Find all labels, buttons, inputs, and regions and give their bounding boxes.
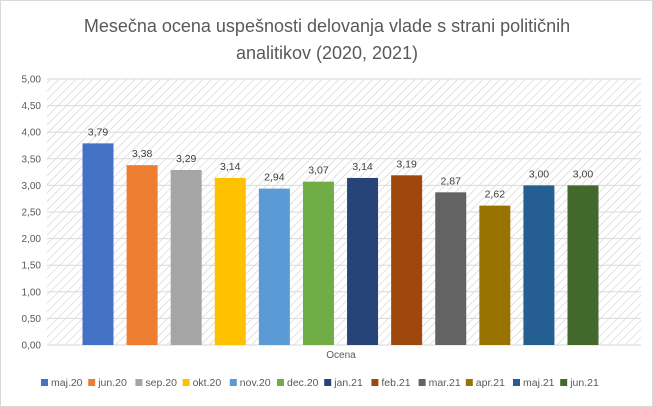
legend-item: apr.21 <box>465 377 505 389</box>
y-tick-label: 3,50 <box>22 154 42 165</box>
legend-label: okt.20 <box>193 377 222 389</box>
bar-jun-20 <box>126 165 158 345</box>
legend-swatch <box>41 379 48 386</box>
legend-label: feb.21 <box>381 377 410 389</box>
legend-swatch <box>371 379 379 386</box>
legend-label: apr.21 <box>476 377 505 389</box>
data-label: 3,00 <box>529 168 550 180</box>
bar-apr-21 <box>479 205 511 345</box>
legend-label: dec.20 <box>287 377 319 389</box>
legend-swatch <box>513 379 520 386</box>
legend-label: maj.20 <box>51 377 83 389</box>
legend-swatch <box>229 379 237 386</box>
y-tick-label: 0,00 <box>22 341 42 352</box>
data-label: 3,07 <box>308 165 329 177</box>
data-labels: 3,79 3,38 3,29 3,14 2,94 3,07 3,14 3,19 2,87 2,62… <box>88 126 594 200</box>
y-tick-label: 4,00 <box>22 128 42 139</box>
legend-item: maj.21 <box>513 377 555 389</box>
data-label: 3,38 <box>132 148 153 160</box>
legend-item: feb.21 <box>371 377 411 389</box>
legend-item: jan.21 <box>324 377 363 389</box>
legend-label: mar.21 <box>429 377 461 389</box>
bar-jan-21 <box>347 177 379 345</box>
y-tick-label: 2,50 <box>22 208 42 219</box>
data-label: 2,62 <box>485 189 506 201</box>
y-tick-label: 5,00 <box>22 75 42 86</box>
legend-swatch <box>465 379 473 386</box>
legend-item: mar.21 <box>418 377 461 389</box>
legend-label: jun.20 <box>97 377 127 389</box>
bars <box>82 143 599 345</box>
data-label: 3,79 <box>88 126 109 138</box>
legend-item: nov.20 <box>229 377 271 389</box>
data-label: 3,14 <box>220 161 241 173</box>
data-label: 3,00 <box>573 168 594 180</box>
legend-item: sep.20 <box>135 377 177 389</box>
legend-item: dec.20 <box>277 377 319 389</box>
chart-title-line-1: Mesečna ocena uspešnosti delovanja vlade… <box>84 16 570 36</box>
legend-label: jan.21 <box>333 377 363 389</box>
legend-label: jun.21 <box>569 377 599 389</box>
data-label: 2,94 <box>264 172 285 184</box>
y-tick-label: 1,50 <box>22 261 42 272</box>
bar-maj-21 <box>523 185 555 345</box>
bar-dec-20 <box>302 181 334 345</box>
y-tick-label: 3,00 <box>22 181 42 192</box>
legend-swatch <box>324 379 332 386</box>
bar-okt-20 <box>214 177 246 345</box>
y-tick-label: 2,00 <box>22 234 42 245</box>
legend-item: maj.20 <box>41 377 83 389</box>
bar-feb-21 <box>391 175 423 345</box>
legend-swatch <box>88 379 96 386</box>
bar-jun-21 <box>567 185 599 345</box>
legend-label: sep.20 <box>145 377 177 389</box>
y-tick-label: 4,50 <box>22 101 42 112</box>
y-axis: 0,00 0,50 1,00 1,50 2,00 2,50 3,00 3,50 4,00 4,50… <box>22 75 42 352</box>
bar-mar-21 <box>435 192 467 345</box>
legend-item: jun.21 <box>560 377 599 389</box>
data-label: 3,14 <box>352 161 373 173</box>
legend-swatch <box>418 379 426 386</box>
bar-sep-20 <box>170 169 202 345</box>
legend: maj.20 jun.20 sep.20 okt.20 nov.20 dec.20 jan.… <box>41 377 599 389</box>
chart-title-line-2: analitikov (2020, 2021) <box>236 43 418 63</box>
data-label: 2,87 <box>441 175 462 187</box>
legend-swatch <box>277 379 284 386</box>
y-tick-label: 1,00 <box>22 287 42 298</box>
bar-nov-20 <box>258 188 290 345</box>
legend-label: maj.21 <box>523 377 555 389</box>
legend-item: jun.20 <box>88 377 127 389</box>
legend-label: nov.20 <box>240 377 271 389</box>
legend-swatch <box>182 379 190 386</box>
x-axis-label: Ocena <box>326 350 356 361</box>
legend-item: okt.20 <box>182 377 222 389</box>
bar-maj-20 <box>82 143 114 345</box>
legend-swatch <box>560 379 568 386</box>
data-label: 3,19 <box>396 158 417 170</box>
data-label: 3,29 <box>176 153 197 165</box>
legend-swatch <box>135 379 143 386</box>
y-tick-label: 0,50 <box>22 314 42 325</box>
